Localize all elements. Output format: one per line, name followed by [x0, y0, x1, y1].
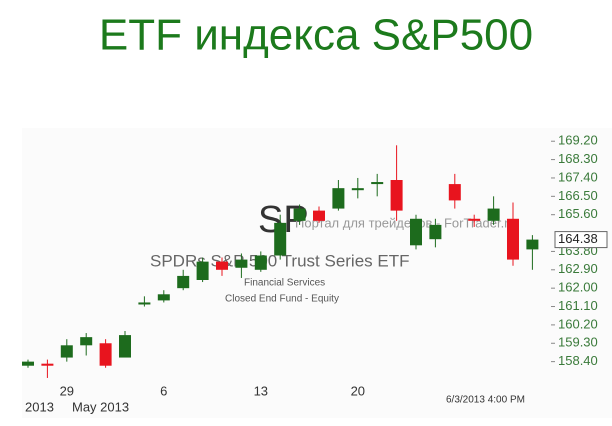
candle-body: [410, 218, 422, 246]
candle-body: [390, 180, 403, 211]
chart-title: ETF индекса S&P500: [99, 11, 533, 60]
y-tick-label: 159.30: [558, 335, 598, 350]
x-sublabel: May 2013: [72, 399, 129, 414]
candle-body: [157, 294, 170, 301]
x-sublabel: 2013: [25, 399, 54, 414]
candle-body: [274, 222, 287, 256]
candle-body: [293, 208, 306, 221]
candle-body: [138, 302, 151, 305]
plot-background: [22, 128, 612, 418]
candle-body: [196, 261, 209, 280]
y-tick-label: 166.50: [558, 188, 598, 203]
candle-body: [448, 184, 461, 201]
candle-body: [22, 361, 34, 366]
y-tick-label: 162.00: [558, 280, 598, 295]
y-tick-label: 167.40: [558, 169, 598, 184]
y-tick-label: 161.10: [558, 298, 598, 313]
watermark-sector: Financial Services: [244, 278, 325, 289]
candle-body: [177, 275, 190, 289]
candle-body: [235, 259, 248, 268]
candle-body: [80, 337, 93, 346]
candle-body: [119, 335, 131, 358]
candle-body: [313, 210, 325, 221]
candle-body: [526, 239, 539, 250]
candle-body: [507, 218, 519, 260]
y-tick-label: 169.20: [558, 133, 598, 148]
x-tick-label: 29: [60, 383, 74, 398]
candle-body: [254, 255, 267, 270]
watermark-name: SPDRs S&P 500 Trust Series ETF: [150, 251, 410, 270]
y-tick-label: 162.90: [558, 261, 598, 276]
x-tick-label: 13: [254, 383, 268, 398]
candle-body: [41, 363, 54, 366]
candle-body: [216, 261, 228, 270]
candle-body: [351, 188, 364, 191]
candle-body: [60, 345, 73, 358]
y-tick-label: 165.60: [558, 206, 598, 221]
last-price-box: [554, 231, 608, 249]
candle-body: [332, 188, 345, 209]
y-tick-label: 168.30: [558, 151, 598, 166]
candle-body: [371, 182, 384, 185]
candle-body: [429, 224, 442, 240]
x-tick-label: 6: [160, 383, 167, 398]
x-tick-label: 20: [351, 383, 365, 398]
timestamp: 6/3/2013 4:00 PM: [446, 395, 525, 406]
last-price-label: 164.38: [558, 231, 598, 246]
y-tick-label: 158.40: [558, 353, 598, 368]
candle-body: [99, 343, 112, 366]
watermark-site: Портал для трейдеров - ForTrader.ru: [295, 215, 516, 230]
y-tick-label: 160.20: [558, 316, 598, 331]
watermark-fund-type: Closed End Fund - Equity: [225, 294, 339, 305]
candle-body: [468, 218, 481, 221]
candle-body: [487, 208, 500, 221]
